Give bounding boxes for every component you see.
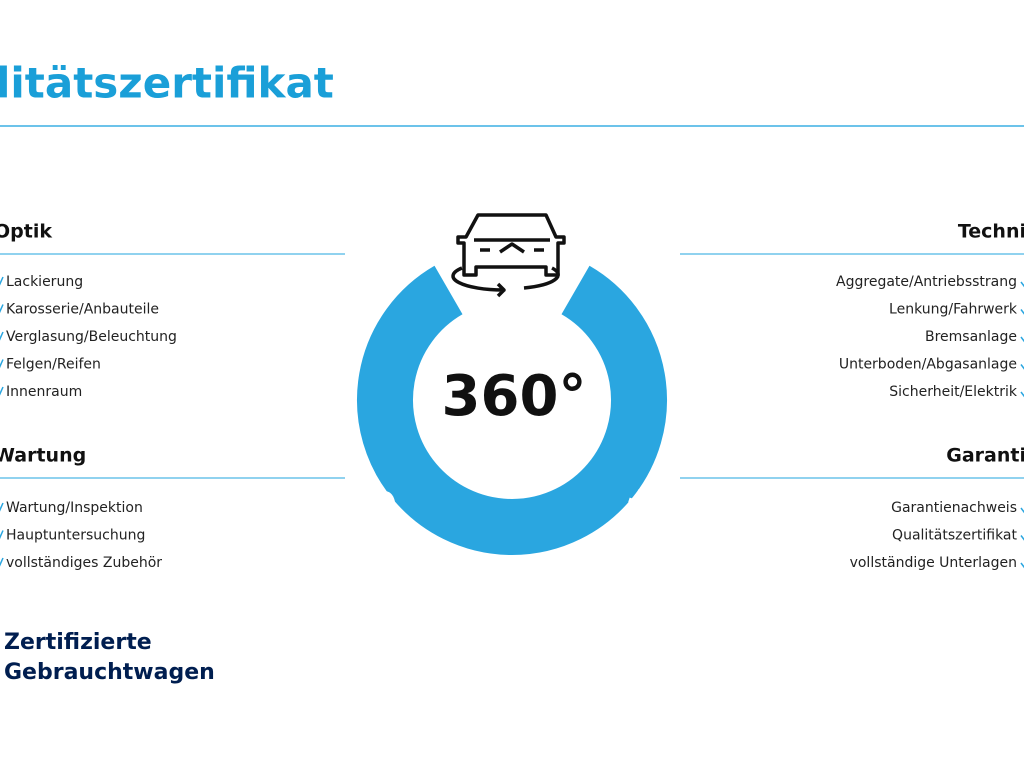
footer-line: Gebrauchtwagen: [4, 660, 215, 685]
page-title: litätszertifikat: [0, 59, 334, 108]
check-item: Sicherheit/Elektrik: [889, 384, 1018, 400]
check-item: Bremsanlage: [925, 329, 1017, 345]
badge-ring: [357, 265, 667, 555]
check-icon: [1020, 535, 1024, 541]
check-item: Lackierung: [6, 274, 83, 290]
check-icon: [0, 276, 4, 286]
check-icon: [1020, 309, 1024, 315]
section-heading: Wartung: [0, 445, 86, 467]
check-item: Qualitätszertifikat: [892, 528, 1017, 544]
check-item: vollständiges Zubehör: [6, 555, 162, 571]
check-item: Wartung/Inspektion: [6, 500, 143, 516]
check-item: Lenkung/Fahrwerk: [889, 302, 1018, 318]
check-icon: [0, 530, 4, 540]
check-icon: [1020, 336, 1024, 343]
check-item: Unterboden/Abgasanlage: [839, 357, 1017, 373]
check-item: vollständige Unterlagen: [850, 555, 1017, 571]
section-heading: Optik: [0, 221, 52, 243]
check-icon: [0, 304, 4, 314]
check-icon: [0, 359, 4, 369]
check-icon: [1020, 562, 1024, 569]
check-icon: [0, 557, 4, 567]
check-icon: [1020, 364, 1024, 370]
check-icon: [1020, 507, 1024, 514]
check-item: Felgen/Reifen: [6, 357, 101, 373]
check-item: Karosserie/Anbauteile: [6, 302, 159, 318]
check-icon: [0, 386, 4, 396]
check-item: Aggregate/Antriebsstrang: [836, 274, 1017, 290]
check-icon: [1020, 391, 1024, 398]
section-heading: Techni: [958, 221, 1024, 243]
check-item: Garantienachweis: [891, 500, 1017, 516]
check-item: Innenraum: [6, 384, 82, 400]
badge-number: 360°: [442, 364, 587, 429]
check-icon: [1020, 281, 1024, 288]
footer-line: Zertifizierte: [4, 630, 152, 655]
check-item: Hauptuntersuchung: [6, 528, 145, 544]
check-item: Verglasung/Beleuchtung: [6, 329, 177, 345]
check-icon: [0, 502, 4, 512]
car-icon: [451, 213, 566, 298]
check-icon: [0, 331, 4, 341]
section-heading: Garanti: [946, 445, 1024, 467]
